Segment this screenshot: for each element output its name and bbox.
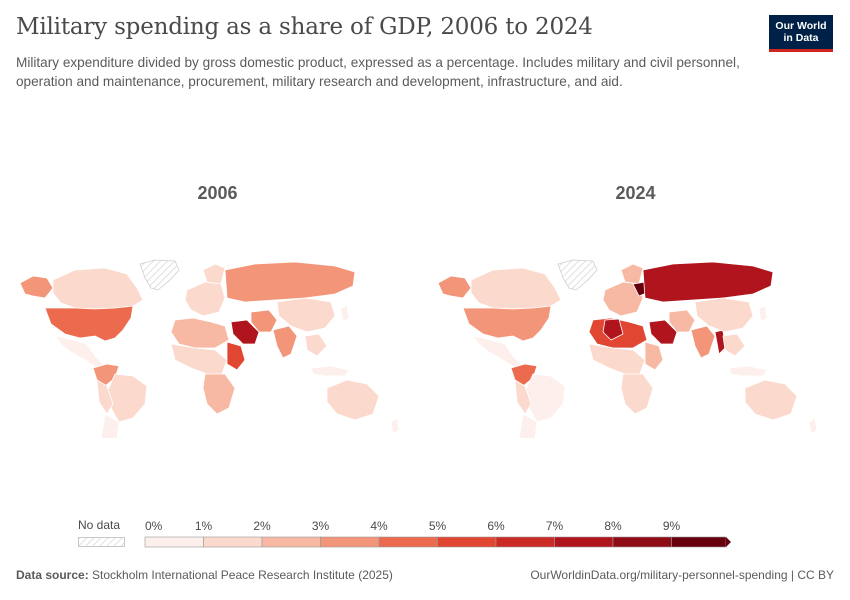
logo-text-line2: in Data: [783, 32, 819, 44]
region-russia[interactable]: [642, 261, 774, 303]
region-scandinavia[interactable]: [620, 263, 644, 285]
legend-bin-4[interactable]: [378, 536, 438, 548]
region-iran[interactable]: [668, 309, 696, 333]
legend-tick-label: 6%: [487, 519, 505, 533]
region-southeast-asia[interactable]: [304, 333, 328, 357]
color-legend: No data 0% 1% 2% 3% 4% 5% 6% 7% 8% 9%: [78, 518, 748, 558]
region-europe[interactable]: [184, 281, 226, 317]
owid-logo[interactable]: Our World in Data: [769, 15, 833, 52]
region-west-africa[interactable]: [588, 343, 646, 377]
region-greenland[interactable]: [139, 259, 180, 291]
region-southeast-asia[interactable]: [722, 333, 746, 357]
footer-source-text: Stockholm International Peace Research I…: [92, 568, 393, 582]
legend-arrow: [726, 537, 731, 547]
region-brazil[interactable]: [524, 373, 566, 423]
footer-source: Data source: Stockholm International Pea…: [16, 568, 393, 582]
world-map-2024: [437, 259, 818, 438]
region-indonesia[interactable]: [310, 365, 350, 377]
legend-bin-9[interactable]: [671, 536, 727, 548]
map-2024: 2024: [433, 178, 838, 438]
region-usa[interactable]: [462, 305, 552, 342]
world-map-2006: [19, 259, 400, 438]
region-mexico[interactable]: [472, 335, 522, 369]
region-australia[interactable]: [744, 379, 798, 421]
region-china[interactable]: [694, 297, 754, 333]
region-japan[interactable]: [758, 305, 768, 323]
region-canada[interactable]: [470, 267, 562, 310]
legend-bin-7[interactable]: [554, 536, 614, 548]
legend-tick-label: 7%: [546, 519, 564, 533]
region-southern-africa[interactable]: [202, 373, 236, 415]
region-india[interactable]: [690, 325, 716, 359]
region-alaska[interactable]: [437, 275, 472, 299]
region-alaska[interactable]: [19, 275, 54, 299]
region-greenland[interactable]: [557, 259, 598, 291]
region-saudi-arabia[interactable]: [230, 319, 260, 345]
region-southern-africa[interactable]: [620, 373, 654, 415]
region-indonesia[interactable]: [728, 365, 768, 377]
region-new-zealand[interactable]: [808, 417, 818, 435]
legend-bin-1[interactable]: [203, 536, 263, 548]
region-west-africa[interactable]: [170, 343, 228, 377]
legend-tick-label: 1%: [195, 519, 213, 533]
region-argentina[interactable]: [100, 413, 120, 438]
legend-no-data-label: No data: [78, 518, 121, 532]
legend-tick-label: 5%: [429, 519, 447, 533]
legend-scale: 0% 1% 2% 3% 4% 5% 6% 7% 8% 9%: [144, 519, 731, 548]
footer-link[interactable]: OurWorldinData.org/military-personnel-sp…: [530, 568, 834, 582]
region-canada[interactable]: [52, 267, 144, 310]
region-east-africa[interactable]: [644, 341, 664, 371]
legend-bin-2[interactable]: [261, 536, 321, 548]
region-india[interactable]: [272, 325, 298, 359]
legend-bin-0[interactable]: [144, 536, 204, 548]
region-usa[interactable]: [44, 305, 134, 342]
region-saudi-arabia[interactable]: [648, 319, 678, 345]
legend-no-data-swatch: [78, 537, 125, 547]
footer-source-label: Data source:: [16, 568, 89, 582]
region-new-zealand[interactable]: [390, 417, 400, 435]
region-peru[interactable]: [96, 379, 114, 415]
chart-title: Military spending as a share of GDP, 200…: [16, 14, 593, 40]
legend-bin-5[interactable]: [437, 536, 497, 548]
region-argentina[interactable]: [518, 413, 538, 438]
legend-tick-label: 8%: [604, 519, 622, 533]
legend-tick-label: 3%: [312, 519, 330, 533]
map-2006: 2006: [15, 178, 420, 438]
chart-subtitle: Military expenditure divided by gross do…: [16, 55, 740, 89]
legend-tick-label: 0%: [145, 519, 163, 533]
region-east-africa[interactable]: [226, 341, 246, 371]
logo-text-line1: Our World: [775, 20, 827, 32]
region-mexico[interactable]: [54, 335, 104, 369]
legend-bin-8[interactable]: [612, 536, 672, 548]
legend-bin-3[interactable]: [320, 536, 380, 548]
region-iran[interactable]: [250, 309, 278, 333]
legend-tick-label: 9%: [663, 519, 681, 533]
region-north-africa[interactable]: [170, 317, 230, 349]
region-algeria[interactable]: [602, 318, 624, 341]
region-russia[interactable]: [224, 261, 356, 303]
region-australia[interactable]: [326, 379, 380, 421]
region-japan[interactable]: [340, 305, 350, 323]
map-year-2006: 2006: [197, 183, 238, 203]
region-brazil[interactable]: [106, 373, 148, 423]
legend-tick-label: 4%: [370, 519, 388, 533]
legend-tick-label: 2%: [253, 519, 271, 533]
region-china[interactable]: [276, 297, 336, 333]
legend-bin-6[interactable]: [495, 536, 555, 548]
region-peru[interactable]: [514, 379, 532, 415]
map-year-2024: 2024: [615, 183, 656, 203]
region-scandinavia[interactable]: [202, 263, 226, 285]
